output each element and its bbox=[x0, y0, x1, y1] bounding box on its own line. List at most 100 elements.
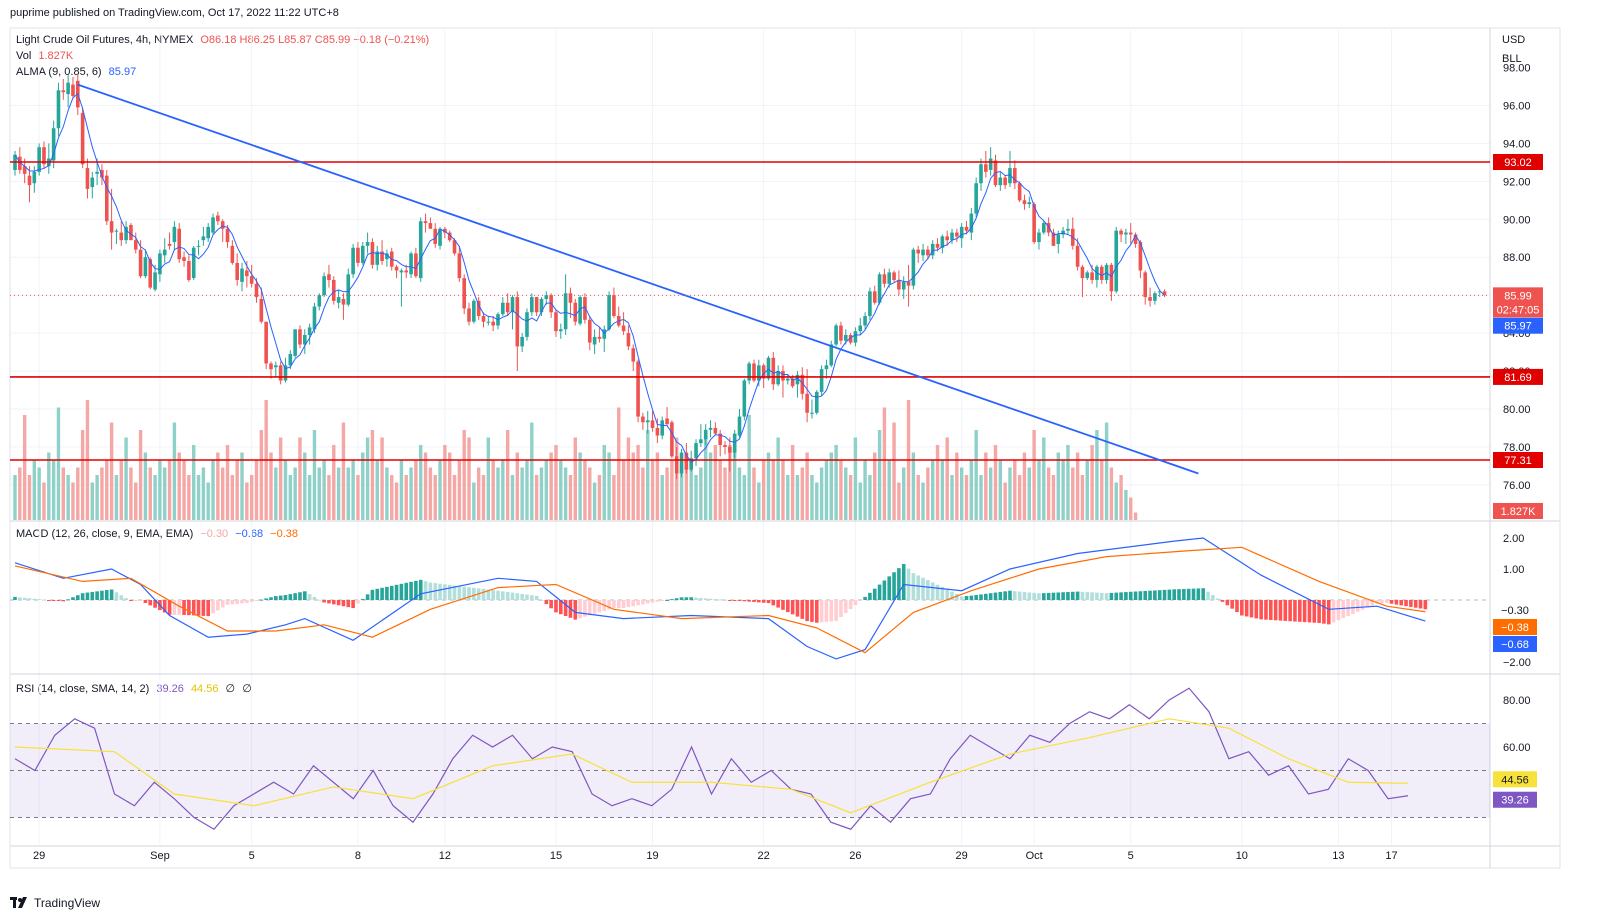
candle bbox=[906, 264, 911, 307]
candle-body bbox=[472, 300, 476, 322]
volume-bar bbox=[559, 460, 563, 520]
tradingview-brand[interactable]: TradingView bbox=[10, 896, 100, 910]
candle bbox=[317, 293, 322, 311]
macd-histogram-bar bbox=[1066, 592, 1070, 600]
macd-histogram-bar bbox=[1148, 590, 1152, 600]
candle bbox=[1070, 217, 1075, 250]
macd-title[interactable]: MACD (12, 26, close, 9, EMA, EMA) bbox=[16, 528, 194, 540]
macd-histogram-bar bbox=[167, 600, 172, 615]
macd-histogram-bar bbox=[143, 600, 148, 603]
volume-bar bbox=[80, 430, 85, 520]
volume-bar bbox=[786, 475, 790, 520]
macd-histogram-bar bbox=[1404, 600, 1408, 607]
candle-body bbox=[834, 325, 838, 345]
volume-bar bbox=[476, 467, 481, 520]
macd-histogram-bar bbox=[1384, 600, 1389, 603]
volume-bar bbox=[114, 475, 119, 520]
candle bbox=[56, 82, 61, 136]
symbol-title[interactable]: Light Crude Oil Futures, 4h, NYMEX bbox=[16, 34, 194, 46]
volume-bar bbox=[1071, 467, 1075, 520]
macd-histogram-bar bbox=[534, 595, 539, 600]
level-badge-77: 77.31 bbox=[1493, 452, 1543, 468]
candle bbox=[732, 429, 737, 459]
candle bbox=[505, 293, 510, 317]
candle bbox=[728, 437, 732, 472]
time-tick-label: 10 bbox=[1236, 850, 1248, 862]
candle-body bbox=[264, 321, 268, 364]
candle-body bbox=[592, 336, 597, 345]
candle-body bbox=[911, 249, 916, 286]
macd-histogram-bar bbox=[858, 600, 863, 601]
candle-body bbox=[940, 236, 945, 248]
volume-bar bbox=[1075, 452, 1080, 520]
candle bbox=[781, 365, 785, 398]
level-badge-81: 81.69 bbox=[1493, 368, 1543, 385]
candle-body bbox=[1162, 291, 1167, 296]
volume-bar bbox=[588, 467, 592, 520]
rsi-badge: 39.26 bbox=[1493, 791, 1537, 808]
macd-histogram-bar bbox=[462, 586, 466, 600]
candle-body bbox=[177, 228, 182, 260]
macd-histogram-bar bbox=[1297, 600, 1302, 622]
macd-histogram-bar bbox=[114, 592, 119, 600]
volume-bar bbox=[940, 460, 945, 520]
candle-body bbox=[254, 283, 259, 298]
candle-body bbox=[133, 240, 138, 250]
candle bbox=[187, 255, 191, 282]
volume-bar bbox=[394, 482, 399, 520]
vol-label[interactable]: Vol bbox=[16, 50, 32, 62]
volume-bar bbox=[1056, 452, 1060, 520]
macd-histogram-bar bbox=[790, 600, 795, 615]
macd-histogram-bar bbox=[235, 600, 239, 604]
macd-histogram-bar bbox=[660, 600, 665, 601]
macd-histogram-bar bbox=[708, 598, 713, 600]
candle-body bbox=[829, 344, 834, 366]
macd-histogram-bar bbox=[90, 591, 95, 600]
volume-bar bbox=[998, 460, 1003, 520]
rsi-title[interactable]: RSI (14, close, SMA, 14, 2) bbox=[16, 683, 150, 695]
candle-body bbox=[211, 217, 215, 233]
candle-body bbox=[27, 175, 32, 186]
volume-bar bbox=[1109, 467, 1114, 520]
candle bbox=[916, 245, 921, 263]
volume-bar bbox=[597, 475, 602, 520]
candle bbox=[201, 226, 206, 246]
macd-histogram-bar bbox=[303, 591, 307, 600]
volume-bar bbox=[525, 460, 529, 520]
volume-bar bbox=[119, 460, 123, 520]
macd-tick-label: 2.00 bbox=[1503, 533, 1524, 545]
candle bbox=[679, 448, 684, 478]
macd-histogram-bar bbox=[901, 564, 906, 600]
candle bbox=[1148, 287, 1152, 307]
macd-histogram-bar bbox=[1013, 591, 1017, 600]
candle-body bbox=[1119, 230, 1123, 235]
candle bbox=[974, 177, 978, 218]
alma-label[interactable]: ALMA (9, 0.85, 6) bbox=[16, 66, 102, 78]
macd-histogram-bar bbox=[51, 600, 56, 601]
volume-bar bbox=[1008, 467, 1012, 520]
macd-histogram-bar bbox=[578, 600, 582, 619]
candle-body bbox=[201, 236, 206, 241]
macd-histogram-bar bbox=[877, 584, 882, 600]
macd-histogram-bar bbox=[467, 587, 471, 600]
macd-histogram-bar bbox=[728, 600, 732, 601]
macd-histogram-bar bbox=[814, 600, 819, 623]
candle bbox=[235, 253, 239, 286]
grid-lines bbox=[10, 30, 1490, 845]
macd-histogram-bar bbox=[771, 600, 776, 606]
volume-bar bbox=[448, 452, 452, 520]
price-tick-label: 98.00 bbox=[1503, 63, 1531, 75]
macd-histogram-bar bbox=[848, 600, 853, 609]
candle bbox=[993, 154, 998, 188]
volume-bar bbox=[945, 437, 949, 520]
candle-body bbox=[926, 249, 930, 256]
candle-body bbox=[491, 321, 495, 326]
time-tick-label: 26 bbox=[849, 850, 861, 862]
macd-badge-bg bbox=[1493, 636, 1537, 652]
volume-bar bbox=[71, 482, 75, 520]
candle-body bbox=[162, 249, 167, 256]
volume-bar bbox=[670, 460, 674, 520]
candle-body bbox=[288, 353, 293, 366]
candle-body bbox=[428, 223, 433, 229]
